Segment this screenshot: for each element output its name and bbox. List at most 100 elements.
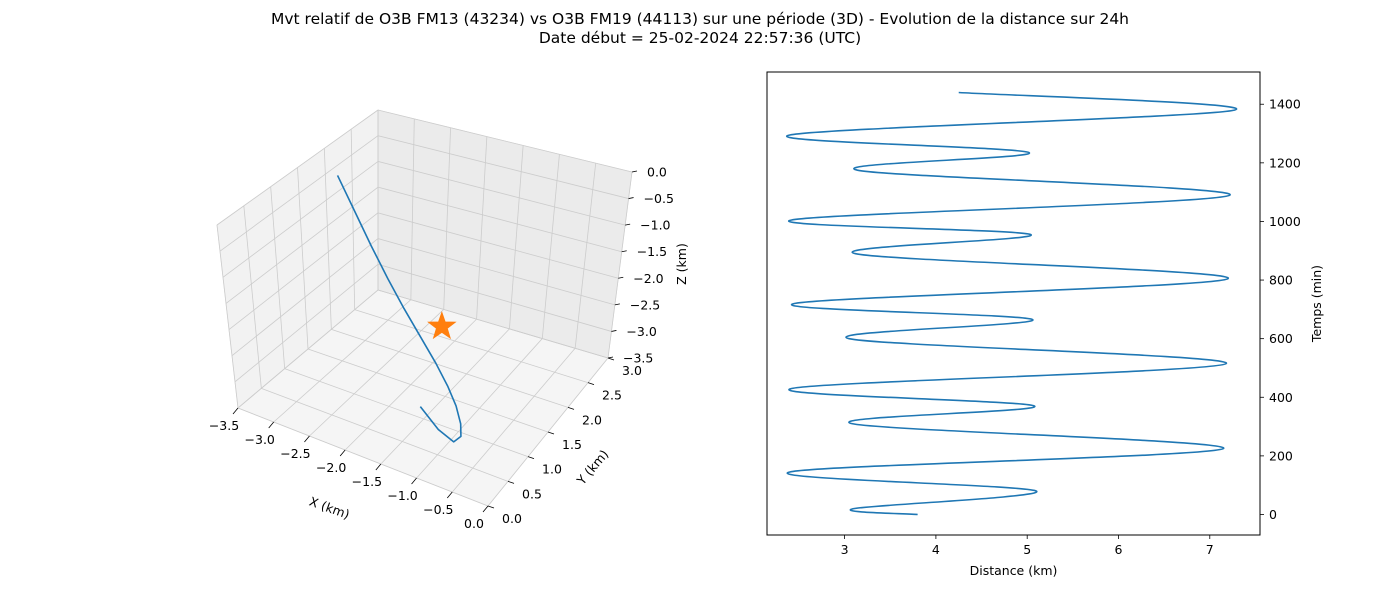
z-gridline-back	[377, 289, 609, 359]
x-tick	[304, 435, 310, 443]
x-tick-label: 3	[841, 542, 849, 557]
y-gridline-wall	[216, 224, 239, 409]
x-gridline-wall	[443, 127, 451, 310]
x-tick	[232, 407, 239, 415]
y-tick	[547, 431, 555, 435]
y-tick	[507, 480, 515, 484]
y-tick	[587, 382, 595, 386]
x-axis-label: Distance (km)	[970, 563, 1058, 578]
x-tick-label: −3.0	[245, 432, 275, 447]
plot-frame	[766, 71, 1261, 536]
x-tick-label: −1.5	[352, 474, 382, 489]
x-gridline-wall	[541, 154, 560, 339]
y-gridline	[307, 348, 549, 433]
z-gridline-back	[377, 263, 612, 332]
z-gridline-left	[228, 212, 379, 330]
z-gridline-back	[377, 238, 615, 306]
x-tick-label: 0.0	[464, 516, 484, 531]
y-gridline	[284, 368, 529, 458]
y-gridline	[237, 407, 489, 507]
y-gridline	[354, 309, 589, 384]
z-tick	[618, 276, 624, 279]
z-gridline-left	[219, 135, 379, 252]
z-gridline-back	[377, 161, 626, 226]
figure-title: Mvt relatif de O3B FM13 (43234) vs O3B F…	[270, 10, 1130, 28]
y-tick-label: 1.5	[562, 437, 582, 452]
y-tick-label: 3.0	[622, 363, 642, 378]
z-gridline-left	[237, 289, 379, 409]
z-tick	[625, 223, 631, 226]
y-axis-label: Y (km)	[573, 447, 611, 489]
z-tick-label: −1.5	[637, 244, 667, 259]
z-tick	[607, 356, 614, 359]
x-tick-label: 4	[932, 542, 940, 557]
z-gridline-left	[231, 238, 379, 357]
x-gridline-wall	[476, 136, 488, 320]
z-tick-label: −1.0	[640, 218, 670, 233]
x-tick-label: −1.0	[387, 488, 417, 503]
y-gridline-wall	[270, 186, 286, 369]
y-gridline	[331, 328, 569, 408]
y-tick-label: 0	[1269, 507, 1277, 522]
z-tick-label: −3.5	[623, 351, 653, 366]
x-gridline-wall	[410, 118, 415, 300]
trajectory-line-3d	[336, 175, 462, 443]
y-tick-label: 0.5	[522, 486, 542, 501]
z-tick	[628, 197, 634, 199]
star-marker	[427, 311, 457, 340]
y-tick-label: 1000	[1269, 214, 1301, 229]
x-tick	[482, 505, 489, 513]
z-tick	[614, 303, 620, 306]
x-tick-label: −2.0	[316, 460, 346, 475]
z-tick	[611, 330, 617, 332]
y-gridline-wall	[243, 205, 262, 389]
z-axis-label: Z (km)	[674, 243, 689, 285]
y-tick-label: 800	[1269, 273, 1293, 288]
x-gridline-wall	[574, 163, 597, 349]
distance-series-line	[785, 91, 1238, 516]
x-gridline-wall	[509, 145, 524, 329]
plot-distance-time[interactable]: 3 4 5 6 7 0 200 400 600 800 1000 1200 1400 Distance (…	[766, 71, 1324, 578]
y-gridline-wall	[350, 129, 356, 310]
z-gridline-back	[377, 109, 633, 173]
z-gridline-back	[377, 135, 629, 199]
z-gridline-left	[234, 263, 379, 383]
z-gridline-back	[377, 212, 619, 279]
y-tick-label: 1200	[1269, 155, 1301, 170]
x-tick	[411, 477, 417, 485]
y-tick-label: 1.0	[542, 462, 562, 477]
x-tick-label: −2.5	[280, 446, 310, 461]
y-tick-label: 600	[1269, 331, 1293, 346]
y-tick	[567, 406, 575, 410]
x-gridline-wall	[607, 171, 633, 359]
x-tick	[375, 463, 382, 471]
z-tick	[621, 250, 627, 253]
x-tick-label: −0.5	[423, 502, 453, 517]
x-tick	[339, 449, 346, 457]
z-gridline-left	[222, 161, 379, 278]
y-tick-label: 2.0	[582, 412, 602, 427]
z-gridline-back	[377, 186, 622, 253]
y-gridline	[261, 387, 509, 482]
x-tick-label: −3.5	[209, 418, 239, 433]
x-tick	[446, 491, 453, 499]
y-tick	[607, 357, 615, 361]
z-tick-label: −3.0	[626, 324, 656, 339]
x-axis-label: X (km)	[307, 494, 351, 522]
y-tick-label: 400	[1269, 390, 1293, 405]
x-tick-label: 5	[1023, 542, 1031, 557]
y-tick-label: 2.5	[602, 388, 622, 403]
z-tick-label: −2.0	[633, 271, 663, 286]
y-axis-label: Temps (min)	[1309, 265, 1324, 343]
y-gridline-wall	[297, 167, 309, 350]
z-gridline-left	[216, 109, 379, 226]
y-tick-label: 200	[1269, 448, 1293, 463]
plot-3d[interactable]: −3.5−3.0−2.5−2.0−1.5−1.0−0.50.0 0.00.51.0…	[209, 109, 689, 531]
y-tick	[527, 456, 535, 460]
figure-subtitle: Date début = 25-02-2024 22:57:36 (UTC)	[538, 29, 862, 47]
y-tick-label: 0.0	[502, 511, 522, 526]
z-tick-label: −2.5	[630, 297, 660, 312]
x-tick-label: 7	[1206, 542, 1214, 557]
z-tick-label: 0.0	[647, 165, 667, 180]
